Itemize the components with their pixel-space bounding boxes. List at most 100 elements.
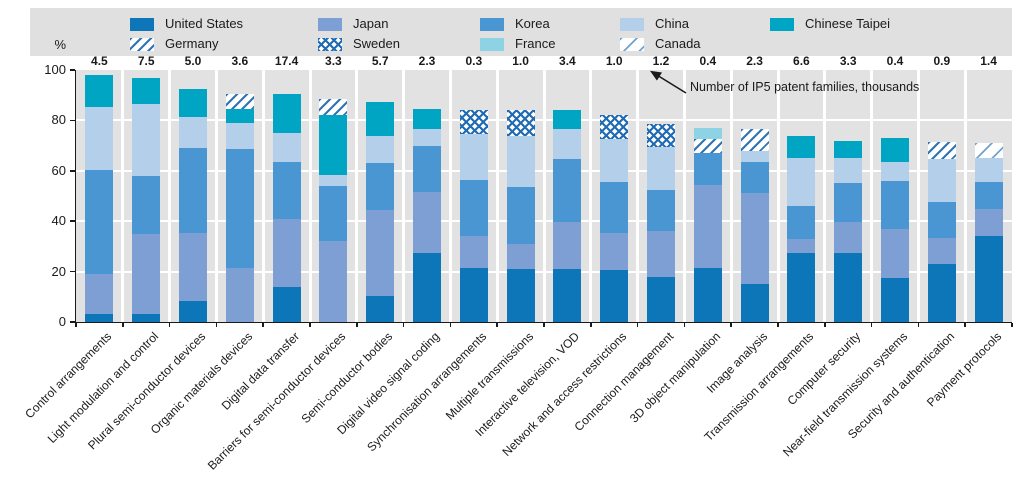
bar-segment-japan bbox=[366, 209, 395, 296]
bar-segment-sweden bbox=[647, 124, 675, 147]
bar-segment-united-states bbox=[179, 300, 207, 322]
x-axis-tick bbox=[122, 323, 124, 327]
bar-total-label: 2.3 bbox=[746, 54, 763, 68]
bar-total-label: 17.4 bbox=[274, 54, 299, 68]
bar-segment-japan bbox=[693, 184, 722, 268]
legend-label: Canada bbox=[655, 36, 701, 51]
bar-segment-japan bbox=[272, 218, 301, 287]
y-axis-tick-label: 0 bbox=[58, 314, 66, 329]
bar-segment-korea bbox=[740, 161, 769, 194]
bar-segment-china bbox=[225, 122, 254, 150]
bar-segment-korea bbox=[787, 206, 816, 239]
bar-segment-china bbox=[881, 162, 909, 181]
legend-swatch-icon bbox=[620, 37, 644, 51]
bar-segment-united-states bbox=[647, 276, 675, 322]
bar-segment-china bbox=[366, 135, 395, 164]
bar-segment-chinese-taipei bbox=[319, 115, 348, 175]
legend-item-chinese-taipei: Chinese Taipei bbox=[770, 16, 890, 32]
bar-segment-chinese-taipei bbox=[413, 109, 441, 130]
bar-segment-korea bbox=[974, 182, 1003, 209]
bar-segment-china bbox=[319, 174, 348, 186]
y-axis-unit-label: % bbox=[54, 37, 66, 52]
legend-swatch-icon bbox=[130, 37, 154, 51]
bar-total-label: 5.7 bbox=[371, 54, 389, 68]
bar-segment-china bbox=[740, 150, 769, 162]
bar-segment-united-states bbox=[553, 269, 582, 322]
x-axis-tick bbox=[636, 323, 639, 327]
legend-label: Sweden bbox=[353, 36, 400, 51]
bar-segment-chinese-taipei bbox=[553, 110, 582, 130]
bar-total-label: 0.4 bbox=[886, 54, 904, 68]
bar-segment-japan bbox=[927, 237, 956, 265]
bar-segment-germany bbox=[740, 129, 769, 151]
bar-total-label: 1.4 bbox=[980, 54, 997, 68]
y-axis-tick bbox=[70, 270, 75, 273]
bar-segment-japan bbox=[647, 231, 675, 277]
bar-segment-germany bbox=[225, 93, 254, 110]
gridline-vertical bbox=[402, 70, 406, 322]
bar-total-label: 0.3 bbox=[465, 54, 483, 68]
legend-item-france: France bbox=[480, 36, 555, 52]
bar-segment-korea bbox=[85, 169, 114, 275]
y-axis-tick bbox=[70, 119, 75, 122]
legend-swatch-icon bbox=[480, 37, 504, 51]
bar-segment-germany bbox=[693, 139, 722, 154]
bar-segment-canada bbox=[974, 143, 1003, 159]
x-axis-tick bbox=[496, 323, 498, 327]
legend-item-china: China bbox=[620, 16, 689, 32]
x-axis-tick bbox=[449, 323, 452, 327]
x-axis-tick bbox=[1011, 323, 1013, 327]
legend-swatch-icon bbox=[620, 17, 644, 31]
x-axis-tick bbox=[777, 323, 779, 327]
x-axis-line bbox=[74, 321, 1012, 323]
legend-item-germany: Germany bbox=[130, 36, 218, 52]
x-axis-tick bbox=[870, 323, 873, 327]
bar-segment-korea bbox=[179, 148, 207, 233]
bar-segment-china bbox=[600, 139, 629, 183]
y-axis-tick-label: 100 bbox=[44, 62, 66, 77]
plot-area bbox=[76, 70, 1012, 322]
bar-segment-china bbox=[272, 133, 301, 162]
bar-segment-china bbox=[927, 159, 956, 203]
bar-segment-united-states bbox=[413, 252, 441, 322]
legend-label: Korea bbox=[515, 16, 550, 31]
bar-segment-united-states bbox=[693, 267, 722, 322]
legend-label: Germany bbox=[165, 36, 219, 51]
bar-segment-japan bbox=[225, 267, 254, 322]
bar-segment-korea bbox=[881, 180, 909, 229]
bar-segment-china bbox=[459, 134, 488, 180]
y-axis-tick bbox=[70, 321, 75, 323]
bar-segment-france bbox=[693, 127, 722, 140]
bar-total-label: 7.5 bbox=[137, 54, 155, 68]
bar-segment-korea bbox=[600, 182, 629, 233]
bar-segment-china bbox=[787, 158, 816, 207]
x-axis-tick bbox=[964, 323, 966, 327]
bar-segment-japan bbox=[413, 192, 441, 253]
bar-segment-united-states bbox=[272, 286, 301, 322]
bar-segment-sweden bbox=[459, 110, 488, 135]
bar-total-label: 3.4 bbox=[559, 54, 576, 68]
bar-segment-japan bbox=[740, 193, 769, 285]
bar-segment-united-states bbox=[787, 252, 816, 322]
bar-segment-china bbox=[132, 104, 161, 176]
gridline-vertical bbox=[121, 70, 125, 322]
x-axis-tick bbox=[824, 323, 826, 327]
gridline-vertical bbox=[168, 70, 172, 322]
legend-label: United States bbox=[165, 16, 244, 31]
bar-segment-korea bbox=[834, 183, 863, 223]
x-axis-tick bbox=[356, 323, 358, 327]
bar-segment-korea bbox=[647, 189, 675, 232]
bar-segment-china bbox=[85, 106, 114, 170]
legend-swatch-icon bbox=[318, 17, 342, 31]
bar-segment-china bbox=[974, 158, 1003, 183]
legend-item-sweden: Sweden bbox=[318, 36, 400, 52]
bar-total-label: 5.0 bbox=[184, 54, 202, 68]
legend-item-japan: Japan bbox=[318, 16, 388, 32]
legend-swatch-icon bbox=[318, 37, 342, 51]
bar-segment-japan bbox=[553, 222, 582, 270]
bar-segment-united-states bbox=[506, 269, 535, 322]
legend-label: Japan bbox=[353, 16, 389, 31]
bar-segment-korea bbox=[366, 163, 395, 210]
bar-total-label: 1.2 bbox=[652, 54, 670, 68]
bar-total-label: 3.6 bbox=[231, 54, 249, 68]
